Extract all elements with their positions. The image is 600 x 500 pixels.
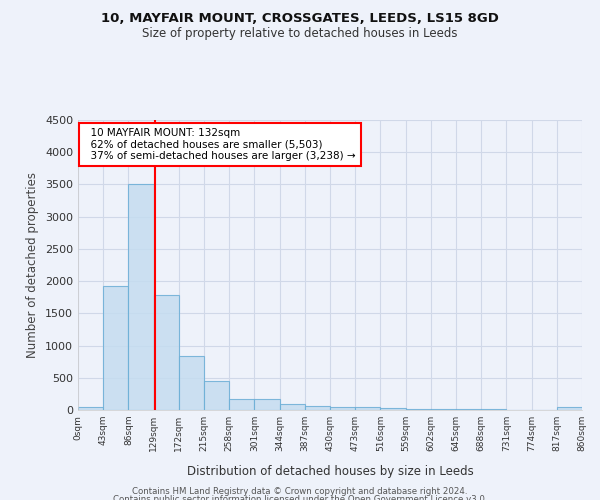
Bar	[154, 296, 179, 410]
Bar	[103, 286, 128, 410]
Text: Contains public sector information licensed under the Open Government Licence v3: Contains public sector information licen…	[113, 495, 487, 500]
Bar	[128, 184, 154, 410]
Bar	[204, 381, 229, 410]
Bar	[431, 409, 456, 410]
Text: Distribution of detached houses by size in Leeds: Distribution of detached houses by size …	[187, 464, 473, 477]
Bar	[305, 406, 330, 410]
Bar	[280, 404, 305, 410]
Text: Size of property relative to detached houses in Leeds: Size of property relative to detached ho…	[142, 28, 458, 40]
Bar	[179, 356, 204, 410]
Text: 10, MAYFAIR MOUNT, CROSSGATES, LEEDS, LS15 8GD: 10, MAYFAIR MOUNT, CROSSGATES, LEEDS, LS…	[101, 12, 499, 26]
Text: 10 MAYFAIR MOUNT: 132sqm
  62% of detached houses are smaller (5,503)
  37% of s: 10 MAYFAIR MOUNT: 132sqm 62% of detached…	[84, 128, 355, 161]
Bar	[78, 407, 103, 410]
Bar	[406, 408, 431, 410]
Bar	[330, 407, 355, 410]
Bar	[229, 398, 254, 410]
Bar	[557, 407, 582, 410]
Bar	[355, 408, 380, 410]
Bar	[380, 408, 406, 410]
Text: Contains HM Land Registry data © Crown copyright and database right 2024.: Contains HM Land Registry data © Crown c…	[132, 488, 468, 496]
Y-axis label: Number of detached properties: Number of detached properties	[26, 172, 40, 358]
Bar	[254, 398, 280, 410]
